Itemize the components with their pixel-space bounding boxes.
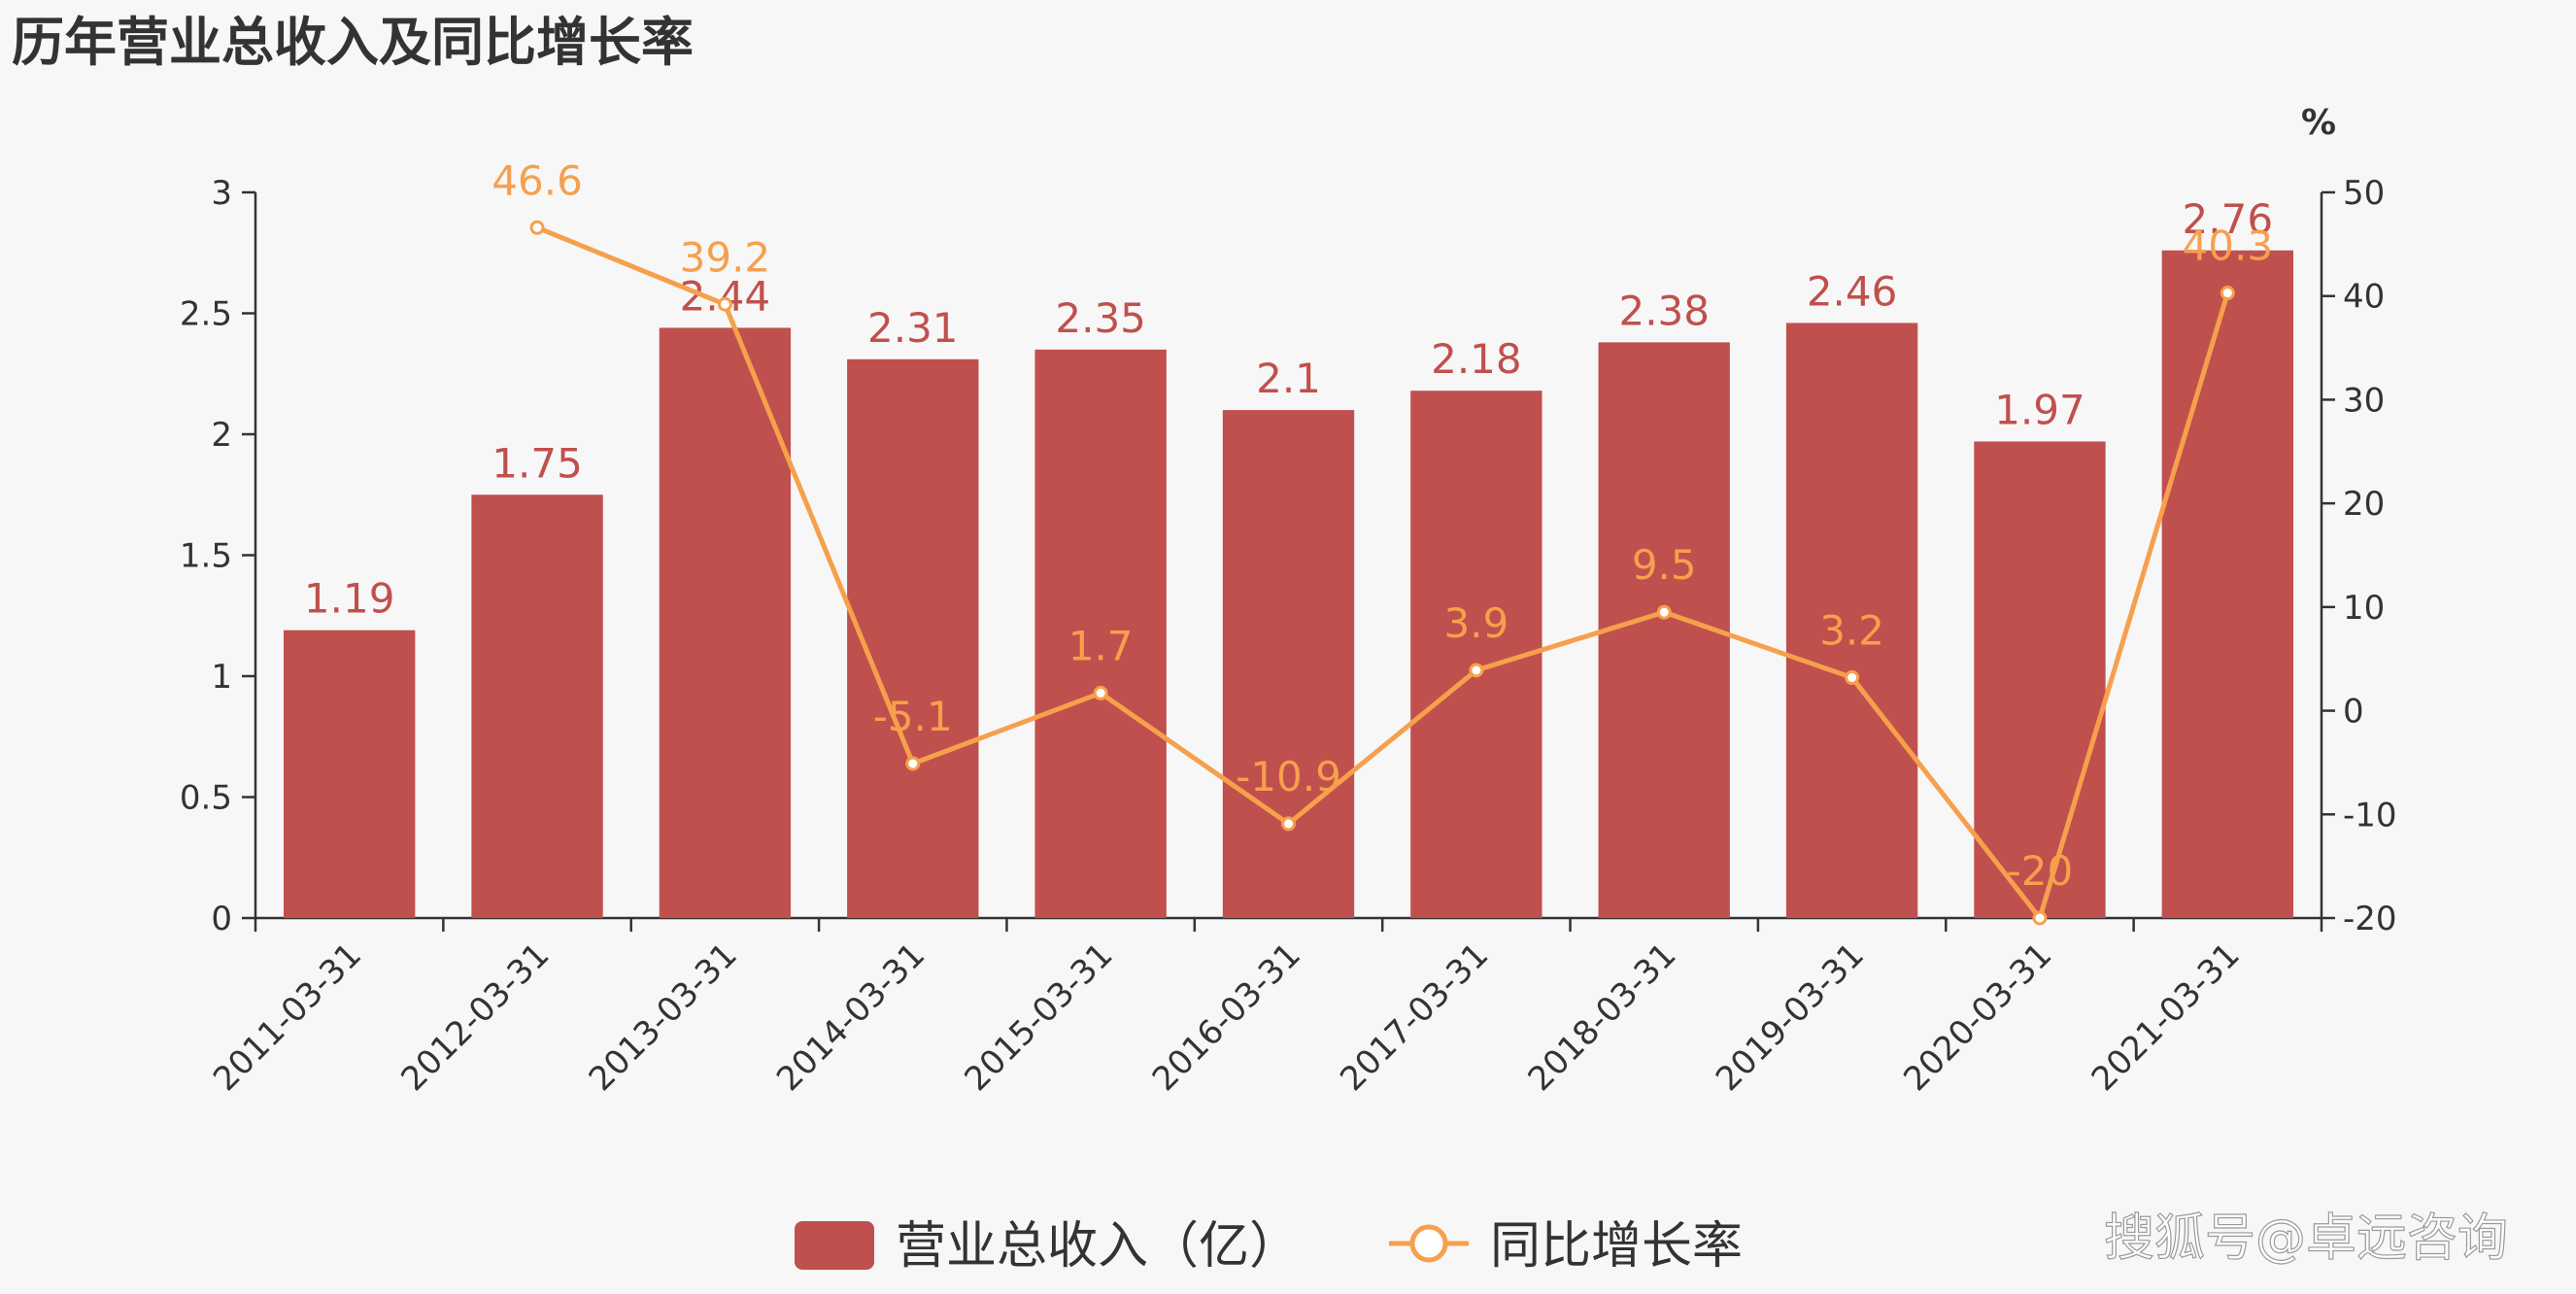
line-point	[2032, 910, 2048, 926]
left-tick-label: 0.5	[180, 779, 232, 818]
line-data-label: -10.9	[1236, 753, 1341, 800]
line-point	[1469, 663, 1484, 678]
legend-line-marker	[1409, 1224, 1448, 1263]
right-tick-label: 10	[2343, 589, 2385, 628]
x-tick-label: 2019-03-31	[1709, 936, 1872, 1099]
x-axis-ticks: 2011-03-31 2012-03-31 2013-03-31 2014-03-31…	[206, 918, 2323, 1099]
bar	[2161, 250, 2293, 918]
right-tick-label: -10	[2343, 796, 2397, 834]
legend-bar-label: 营业总收入（亿）	[896, 1217, 1300, 1276]
line-point	[529, 220, 545, 235]
x-tick-label: 2013-03-31	[582, 936, 745, 1099]
left-axis-ticks: 0 0.5 1 1.5 2 2.5 3	[180, 174, 255, 938]
right-tick-label: 20	[2343, 485, 2385, 524]
line-data-label: -20	[2007, 847, 2074, 895]
right-tick-label: 40	[2343, 278, 2385, 317]
right-tick-label: 0	[2343, 693, 2364, 732]
bar-data-label: 1.75	[491, 439, 583, 487]
bar-data-label: 2.38	[1618, 287, 1710, 334]
watermark: 搜狐号@卓远咨询	[2104, 1209, 2508, 1268]
bar-data-label: 2.44	[680, 272, 771, 320]
line-point	[905, 756, 921, 771]
bar	[1974, 441, 2106, 918]
line-point	[1656, 604, 1672, 620]
x-tick-label: 2015-03-31	[957, 936, 1120, 1099]
line-data-label: -5.1	[873, 693, 953, 740]
x-tick-label: 2017-03-31	[1333, 936, 1496, 1099]
line-data-label: 40.3	[2183, 222, 2274, 270]
x-tick-label: 2016-03-31	[1145, 936, 1308, 1099]
right-axis-ticks: -20 -10 0 10 20 30 40 50	[2322, 174, 2397, 938]
left-tick-label: 2.5	[180, 295, 232, 334]
growth-line	[536, 224, 2230, 924]
bar	[1785, 323, 1918, 919]
bar-data-label: 1.19	[304, 575, 395, 623]
bar-data-label: 2.31	[867, 304, 959, 352]
line-data-label: 46.6	[491, 156, 583, 204]
line-point	[1281, 816, 1296, 832]
bar-data-label: 2.35	[1055, 294, 1146, 342]
line-series	[529, 220, 2235, 926]
legend-line-label: 同比增长率	[1490, 1217, 1743, 1276]
x-tick-label: 2011-03-31	[206, 936, 369, 1099]
bar-data-labels: 1.19 1.75 2.44 2.31 2.35 2.1 2.18 2.38 2.46 1.97 2…	[304, 195, 2273, 623]
left-tick-label: 2	[211, 416, 232, 455]
x-tick-label: 2018-03-31	[1521, 936, 1684, 1099]
x-tick-label: 2020-03-31	[1896, 936, 2059, 1099]
legend-bar-swatch	[795, 1221, 874, 1270]
left-tick-label: 1.5	[180, 537, 232, 576]
bar-data-label: 2.1	[1256, 355, 1321, 402]
line-data-label: 39.2	[680, 233, 771, 281]
bar-data-label: 2.76	[2183, 195, 2274, 243]
bar-data-label: 2.46	[1807, 267, 1898, 315]
bar	[847, 358, 979, 918]
line-point	[1093, 685, 1108, 700]
left-tick-label: 3	[211, 174, 232, 213]
bar-data-label: 1.97	[1994, 386, 2085, 433]
bar	[471, 494, 603, 918]
bar	[1034, 349, 1167, 919]
line-point	[2220, 286, 2235, 301]
line-data-label: 3.9	[1443, 599, 1508, 647]
line-data-label: 1.7	[1068, 622, 1134, 669]
line-data-labels: 46.6 39.2 -5.1 1.7 -10.9 3.9 9.5 3.2 -20 40.3	[491, 156, 2273, 895]
bar	[284, 630, 416, 918]
line-point	[717, 296, 732, 312]
chart-title: 历年营业总收入及同比增长率	[12, 12, 694, 73]
bar	[1222, 410, 1355, 919]
x-tick-label: 2021-03-31	[2085, 936, 2248, 1099]
left-tick-label: 1	[211, 658, 232, 697]
line-data-label: 3.2	[1819, 606, 1884, 654]
line-data-label: 9.5	[1632, 541, 1697, 589]
x-tick-label: 2014-03-31	[769, 936, 932, 1099]
right-tick-label: 30	[2343, 381, 2385, 420]
right-tick-label: -20	[2343, 900, 2397, 938]
bar-data-label: 2.18	[1431, 335, 1522, 383]
left-tick-label: 0	[211, 900, 232, 938]
legend[interactable]: 营业总收入（亿） 同比增长率	[795, 1217, 1743, 1276]
bar	[1598, 342, 1730, 918]
right-axis-unit: %	[2301, 103, 2336, 143]
line-point	[1845, 669, 1860, 685]
x-tick-label: 2012-03-31	[393, 936, 557, 1099]
right-tick-label: 50	[2343, 174, 2385, 213]
bar	[659, 327, 792, 918]
